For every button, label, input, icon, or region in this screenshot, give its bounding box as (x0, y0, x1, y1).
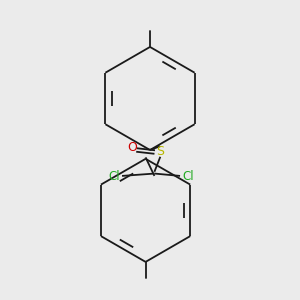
Text: Cl: Cl (182, 170, 194, 183)
Text: Cl: Cl (109, 170, 121, 183)
Text: S: S (156, 145, 164, 158)
Text: O: O (128, 141, 137, 154)
